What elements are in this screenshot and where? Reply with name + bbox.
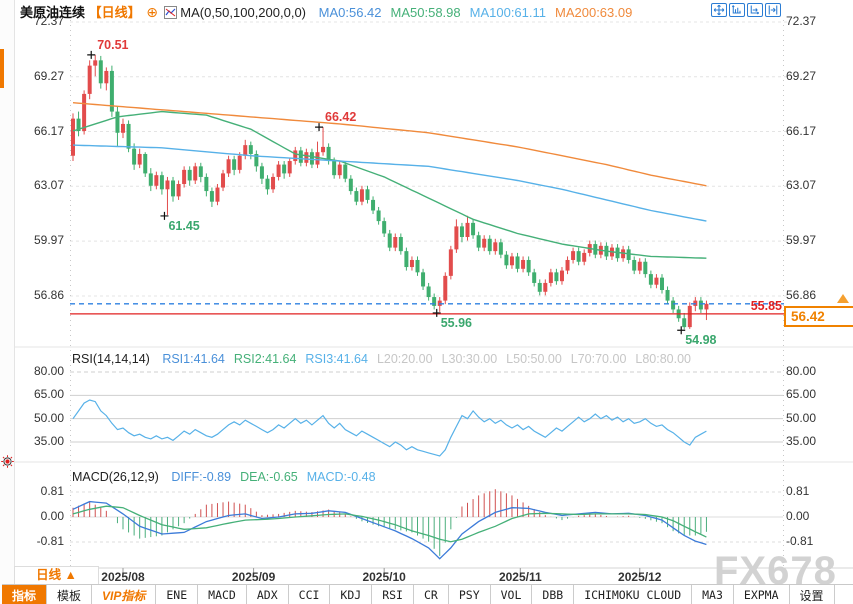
move-tool-icon[interactable]: [711, 3, 727, 17]
price-axis-tick-right: 63.07: [786, 178, 817, 193]
macd-value: DIFF:-0.89: [171, 470, 232, 484]
toolbar-tab-指标[interactable]: 指标: [2, 585, 48, 604]
toolbar-tab-EXPMA[interactable]: EXPMA: [733, 585, 790, 604]
rsi-axis-tick-left: 35.00: [33, 434, 64, 448]
toolbar-tab-模板[interactable]: 模板: [47, 585, 93, 604]
y-axis-scale-icon[interactable]: [729, 3, 745, 17]
x-axis-scale-icon[interactable]: [747, 3, 763, 17]
rsi-axis-tick-right: 80.00: [786, 364, 817, 378]
price-axis-tick-left: 72.37: [33, 14, 64, 28]
period-tag: 【日线】: [88, 5, 141, 20]
price-axis-tick-right: 72.37: [786, 14, 817, 28]
ma-value: MA100:61.11: [469, 5, 546, 20]
macd-axis-tick-left: -0.81: [36, 533, 64, 548]
toolbar-tab-PSY[interactable]: PSY: [448, 585, 491, 604]
rsi-pane-header: RSI(14,14,14) RSI1:41.64 RSI2:41.64 RSI3:4…: [72, 352, 691, 366]
price-axis-tick-right: 56.86: [786, 288, 817, 302]
macd-axis-tick-right: -0.81: [786, 533, 814, 548]
price-axis-tick-right: 69.27: [786, 68, 817, 83]
chart-header: 美原油连续 【日线】 ⊕ MA(0,50,100,200,0,0) MA0:56…: [20, 2, 633, 20]
month-label: 2025/10: [362, 570, 406, 584]
ma-value: MA200:63.09: [555, 5, 633, 20]
macd-label: MACD(26,12,9): [72, 470, 159, 484]
price-axis-tick-left: 69.27: [33, 68, 64, 83]
alert-price-label: 55.85: [750, 299, 782, 313]
last-price-box: 56.42: [784, 306, 853, 327]
ma-values: MA0:56.42 MA50:58.98 MA100:61.11 MA200:63.0…: [310, 5, 633, 20]
rsi-label: RSI(14,14,14): [72, 352, 150, 366]
toolbar-tab-CR[interactable]: CR: [413, 585, 449, 604]
ma-value: MA50:58.98: [390, 5, 461, 20]
rsi-axis-tick-left: 80.00: [33, 364, 64, 378]
price-marker-label: 54.98: [685, 333, 717, 348]
price-axis-tick-left: 59.97: [33, 233, 64, 248]
symbol-title: 美原油连续: [20, 5, 86, 20]
jump-to-latest-icon[interactable]: [765, 3, 781, 17]
price-axis-tick-left: 66.17: [33, 123, 64, 138]
price-marker-label: 70.51: [97, 37, 129, 52]
rsi-values: RSI1:41.64 RSI2:41.64 RSI3:41.64 L20:20.00 L…: [153, 352, 691, 366]
macd-value: DEA:-0.65: [240, 470, 298, 484]
price-axis-tick-left: 63.07: [33, 178, 64, 193]
month-label: 2025/11: [498, 570, 542, 584]
left-tool-strip: [0, 0, 15, 604]
rsi-value: L30:30.00: [441, 352, 498, 366]
price-axis-tick-right: 59.97: [786, 233, 817, 248]
drawing-tool-icon[interactable]: [1, 455, 14, 468]
macd-values: DIFF:-0.89 DEA:-0.65 MACD:-0.48: [162, 470, 375, 484]
price-axis-tick-right: 66.17: [786, 123, 817, 138]
month-label: 2025/09: [231, 570, 276, 584]
chart-control-buttons: [711, 3, 781, 17]
macd-axis-tick-right: 0.00: [786, 509, 810, 523]
rsi-value: L50:50.00: [506, 352, 562, 366]
toolbar-tab-ICHIMOKU CLOUD[interactable]: ICHIMOKU CLOUD: [574, 585, 693, 604]
period-selector[interactable]: 日线 ▲: [14, 566, 99, 585]
macd-axis-tick-left: 0.81: [40, 484, 64, 498]
rsi-value: L80:80.00: [635, 352, 691, 366]
toolbar-tab-VOL[interactable]: VOL: [490, 585, 533, 604]
month-label: 2025/12: [618, 570, 662, 584]
macd-axis-tick-right: 0.81: [786, 484, 810, 498]
price-axis-tick-left: 56.86: [33, 288, 64, 302]
rsi-value: RSI3:41.64: [305, 352, 368, 366]
rsi-value: RSI2:41.64: [233, 352, 297, 366]
rsi-axis-tick-right: 35.00: [786, 434, 817, 448]
price-marker-label: 55.96: [440, 315, 472, 330]
rsi-value: L70:70.00: [570, 352, 627, 366]
ma-value: MA0:56.42: [318, 5, 382, 20]
month-label: 2025/08: [101, 570, 145, 584]
macd-axis-tick-left: 0.00: [40, 509, 64, 523]
rsi-axis-tick-left: 65.00: [33, 387, 64, 402]
indicator-toolbar: 指标 模板 VIP指标 ENE MACD ADX CCI KDJ RSI CR PSY VOL DBB I…: [2, 584, 853, 604]
toolbar-tab-RSI[interactable]: RSI: [372, 585, 414, 604]
rsi-value: L20:20.00: [376, 352, 433, 366]
rsi-axis-tick-left: 50.00: [33, 410, 64, 425]
price-marker-label: 61.45: [168, 218, 200, 233]
scroll-up-arrow-icon[interactable]: [837, 294, 849, 303]
toolbar-tab-设置[interactable]: 设置: [789, 585, 835, 604]
macd-value: MACD:-0.48: [306, 470, 376, 484]
strip-accent-bar: [0, 49, 4, 88]
toolbar-tab-MACD[interactable]: MACD: [198, 585, 247, 604]
mini-chart-icon: [163, 6, 177, 19]
rsi-value: RSI1:41.64: [162, 352, 225, 366]
ma-settings-label: MA(0,50,100,200,0,0): [180, 5, 307, 20]
rsi-axis-tick-right: 65.00: [786, 387, 817, 402]
toolbar-tab-ADX[interactable]: ADX: [246, 585, 289, 604]
toolbar-tab-ENE[interactable]: ENE: [156, 585, 199, 604]
price-marker-label: 66.42: [325, 110, 357, 125]
rsi-axis-tick-right: 50.00: [786, 410, 817, 425]
toolbar-tab-VIP指标[interactable]: VIP指标: [92, 585, 157, 604]
macd-pane-header: MACD(26,12,9) DIFF:-0.89 DEA:-0.65 MACD:-0…: [72, 470, 376, 484]
toolbar-tab-MA3[interactable]: MA3: [692, 585, 734, 604]
toolbar-tab-DBB[interactable]: DBB: [532, 585, 575, 604]
toolbar-tab-KDJ[interactable]: KDJ: [330, 585, 373, 604]
toolbar-tab-CCI[interactable]: CCI: [288, 585, 331, 604]
add-indicator-icon[interactable]: ⊕: [146, 4, 159, 20]
